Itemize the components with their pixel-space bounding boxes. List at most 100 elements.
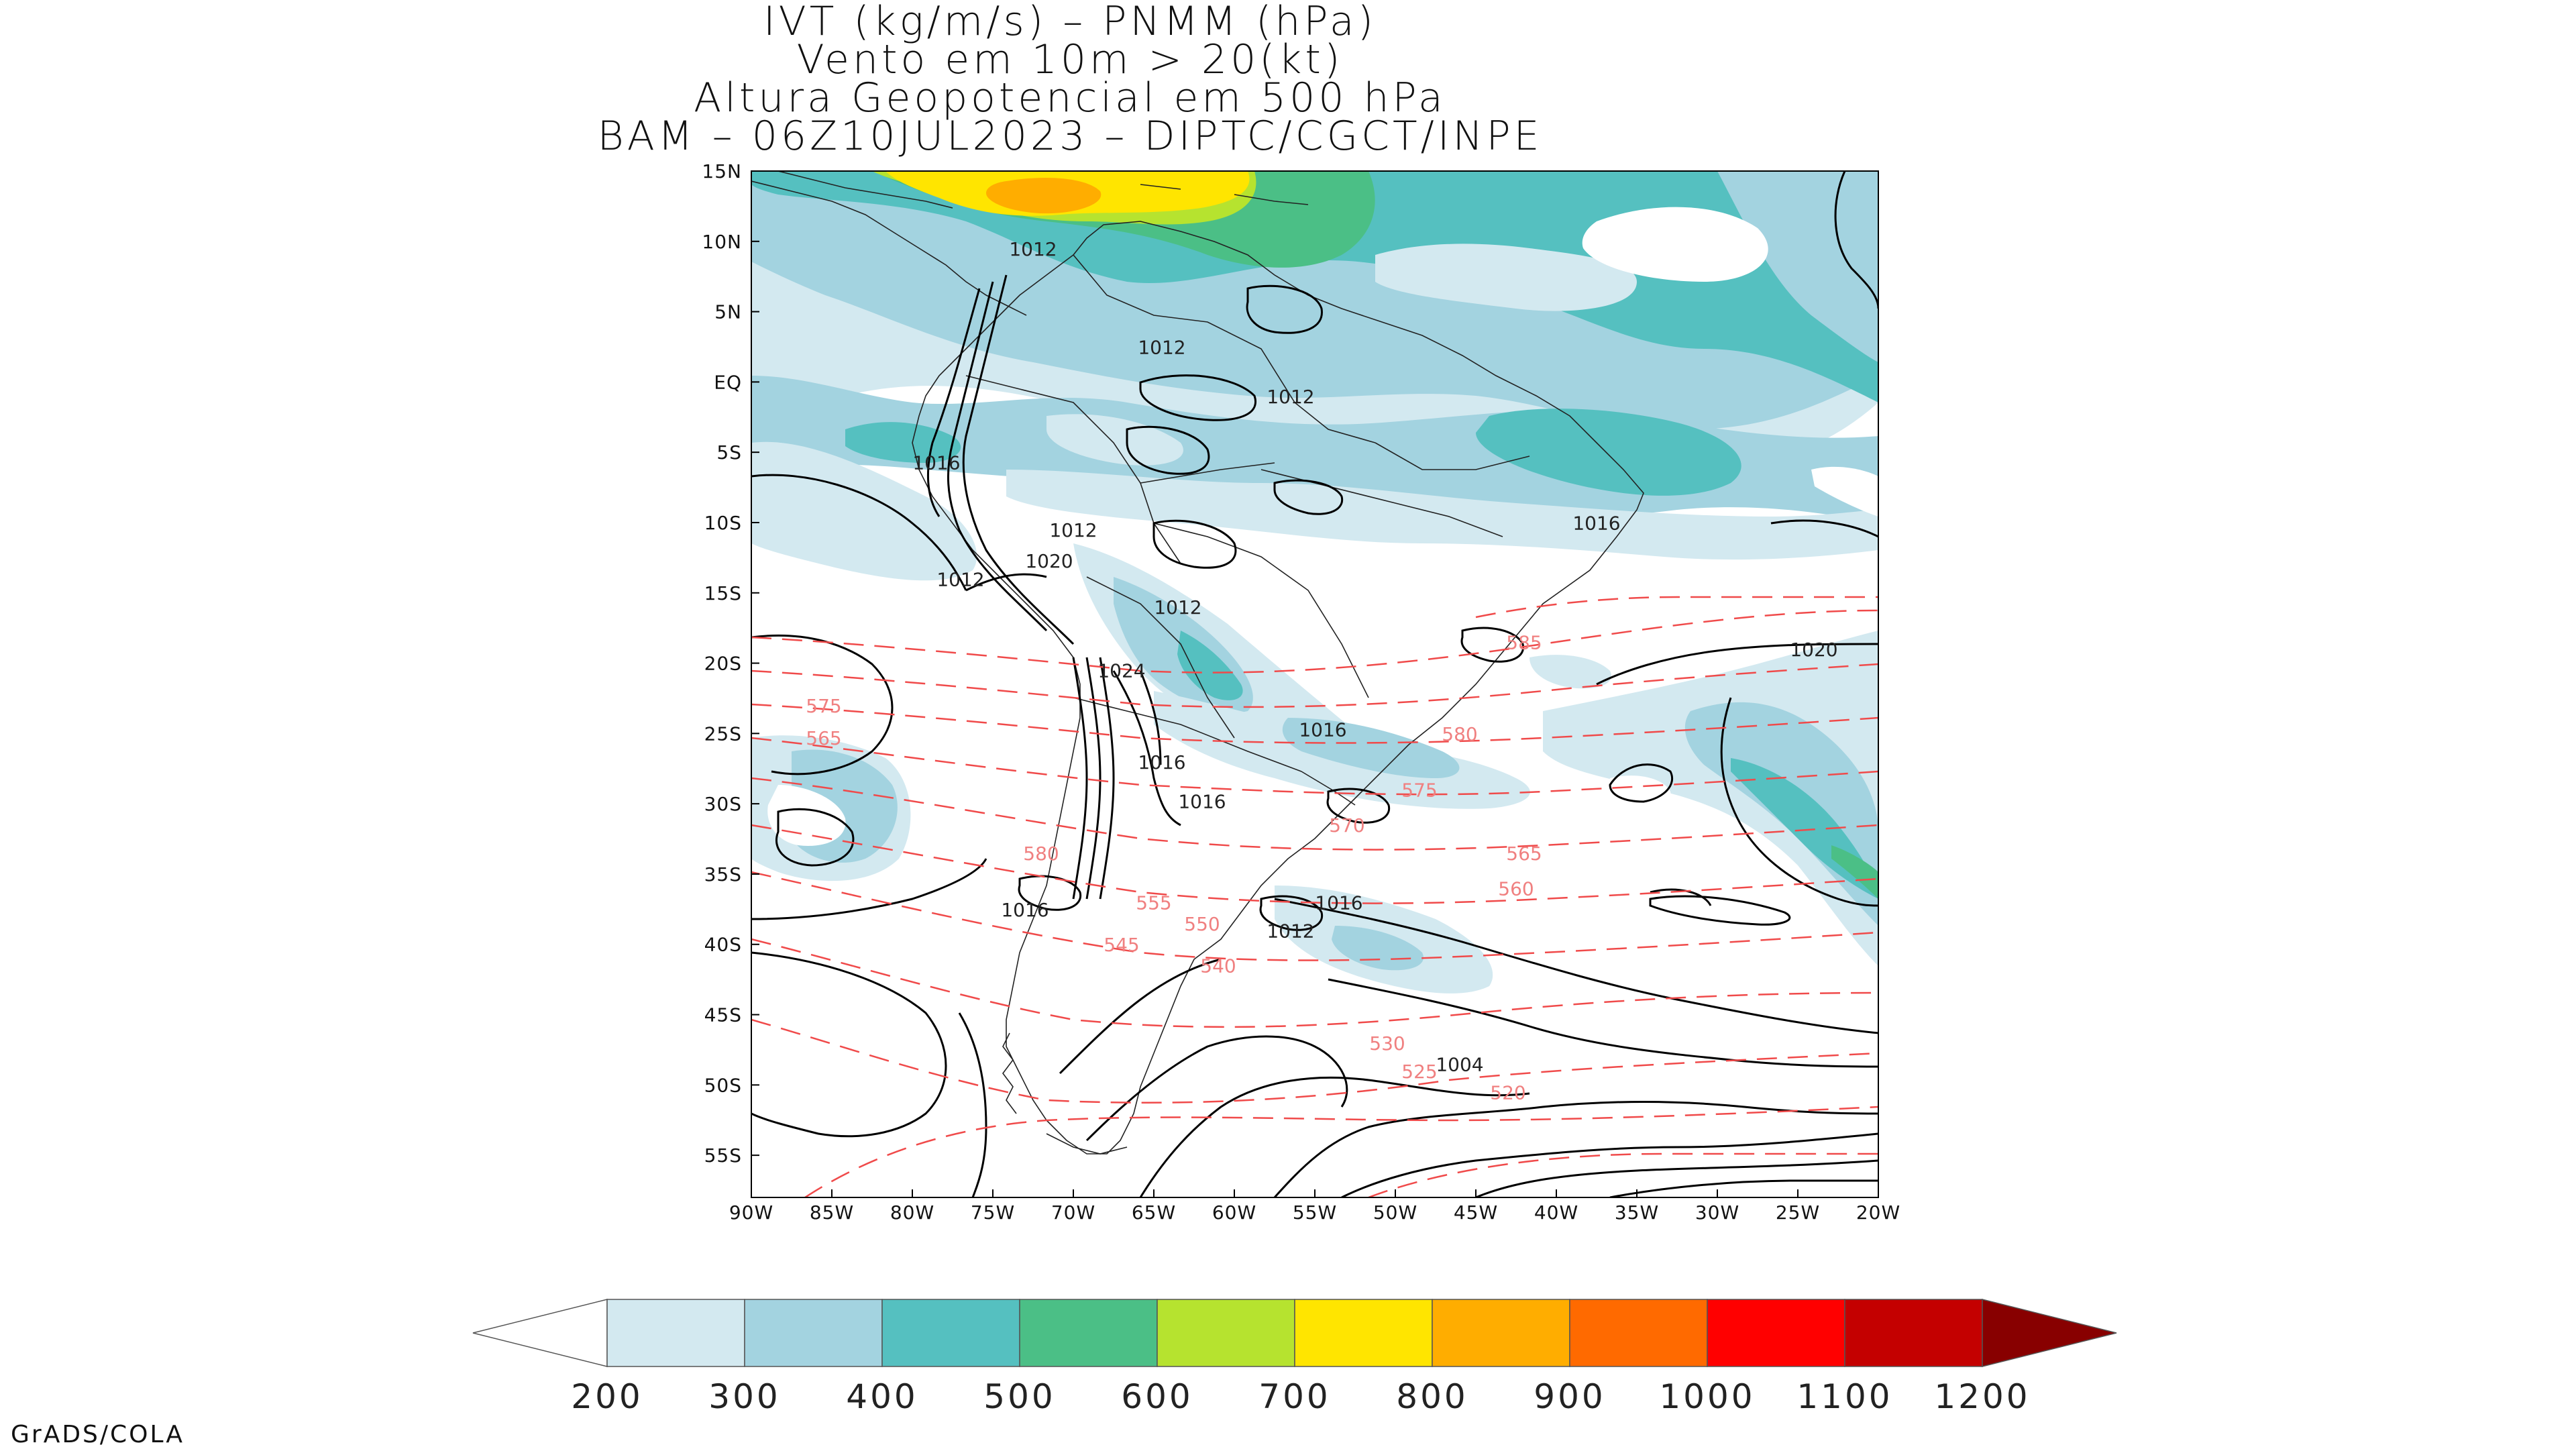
lat-tick-label: 25S bbox=[704, 722, 742, 745]
colorbar-box bbox=[1432, 1299, 1570, 1367]
lat-tick-label: 5N bbox=[714, 301, 742, 323]
pressure-contour-label: 1012 bbox=[1267, 386, 1314, 408]
height-contour-label: 585 bbox=[1506, 632, 1542, 654]
pressure-contour-label: 1004 bbox=[1436, 1053, 1483, 1075]
height-contour-label: 530 bbox=[1369, 1032, 1405, 1055]
lon-tick-label: 40W bbox=[1534, 1201, 1578, 1224]
colorbar-label: 1100 bbox=[1796, 1377, 1892, 1416]
lon-tick-label: 75W bbox=[971, 1201, 1015, 1224]
lon-tick-label: 70W bbox=[1051, 1201, 1095, 1224]
colorbar-box bbox=[1707, 1299, 1845, 1367]
lat-tick-label: 15S bbox=[704, 582, 742, 604]
chart-title: IVT (kg/m/s) – PNMM (hPa) Vento em 10m >… bbox=[0, 0, 2140, 160]
colorbar-box bbox=[1019, 1299, 1158, 1367]
lon-tick-label: 30W bbox=[1695, 1201, 1739, 1224]
grads-credit: GrADS/COLA bbox=[11, 1421, 185, 1448]
lat-tick-label: 20S bbox=[704, 653, 742, 675]
pressure-contour-label: 1012 bbox=[1154, 596, 1201, 619]
pressure-contour-label: 1024 bbox=[1097, 660, 1145, 682]
height-contour-label: 580 bbox=[1023, 843, 1059, 865]
lon-tick-label: 80W bbox=[890, 1201, 934, 1224]
colorbar-label: 500 bbox=[983, 1377, 1055, 1416]
lon-tick-label: 85W bbox=[810, 1201, 854, 1224]
colorbar-box bbox=[606, 1299, 745, 1367]
colorbar-under-triangle bbox=[472, 1299, 608, 1367]
pressure-contour-label: 1012 bbox=[1267, 920, 1314, 942]
colorbar-box bbox=[1569, 1299, 1708, 1367]
pressure-contour-label: 1016 bbox=[1001, 899, 1049, 921]
lat-tick-label: 5S bbox=[716, 441, 742, 464]
pressure-contour-label: 1012 bbox=[1138, 336, 1185, 358]
latitude-axis: 15N 10N 5N EQ 5S 10S 15S 20S 25S 30S 35S 40S 45S 50S 5… bbox=[702, 160, 759, 1167]
colorbar-label: 1200 bbox=[1934, 1377, 2030, 1416]
longitude-axis: 90W 85W 80W 75W 70W 65W 60W 55W 50W 45W 40W 35W 30W 2… bbox=[729, 1189, 1900, 1224]
height-contour-label: 550 bbox=[1184, 913, 1220, 935]
colorbar-over-triangle bbox=[1982, 1299, 2117, 1367]
ivt-colorbar: 200 300 400 500 600 700 800 900 1000 1100 1200 bbox=[472, 1299, 2117, 1416]
height-contour-label: 580 bbox=[1442, 723, 1477, 745]
colorbar-label: 700 bbox=[1258, 1377, 1330, 1416]
height-contour-label: 555 bbox=[1136, 892, 1171, 914]
height-contour-label: 575 bbox=[1401, 780, 1437, 802]
title-line-3: Altura Geopotencial em 500 hPa bbox=[694, 74, 1446, 121]
height-contour-label: 525 bbox=[1401, 1061, 1437, 1083]
pressure-contour-label: 1012 bbox=[1009, 238, 1057, 260]
pressure-contour-label: 1016 bbox=[1138, 751, 1185, 773]
colorbar-label: 900 bbox=[1534, 1377, 1605, 1416]
pressure-contour-label: 1016 bbox=[1299, 719, 1346, 741]
pressure-contour-label: 1020 bbox=[1025, 550, 1073, 572]
lon-tick-label: 25W bbox=[1776, 1201, 1820, 1224]
height-labels: 575 565 580 575 570 565 560 580 555 550 545 540 530 5… bbox=[806, 632, 1542, 1104]
lon-tick-label: 90W bbox=[729, 1201, 773, 1224]
lon-tick-label: 50W bbox=[1373, 1201, 1417, 1224]
colorbar-box bbox=[881, 1299, 1020, 1367]
height-contour-label: 545 bbox=[1104, 934, 1139, 956]
lat-tick-label: EQ bbox=[714, 371, 742, 393]
lat-tick-label: 50S bbox=[704, 1074, 742, 1096]
pressure-contour-label: 1016 bbox=[912, 451, 960, 474]
colorbar-label: 600 bbox=[1121, 1377, 1193, 1416]
colorbar-label: 200 bbox=[571, 1377, 643, 1416]
lat-tick-label: 10S bbox=[704, 512, 742, 534]
lon-tick-label: 60W bbox=[1212, 1201, 1256, 1224]
pressure-contour-label: 1012 bbox=[1049, 519, 1097, 541]
pressure-contours bbox=[751, 171, 1878, 1197]
lon-tick-label: 55W bbox=[1293, 1201, 1337, 1224]
height-contour-label: 560 bbox=[1498, 877, 1534, 900]
height-contour-label: 540 bbox=[1200, 955, 1236, 977]
lon-tick-label: 35W bbox=[1615, 1201, 1659, 1224]
lat-tick-label: 55S bbox=[704, 1144, 742, 1167]
colorbar-box bbox=[744, 1299, 883, 1367]
height-contour-label: 575 bbox=[806, 695, 841, 717]
geopotential-contours bbox=[751, 596, 1878, 1197]
colorbar-label: 800 bbox=[1396, 1377, 1468, 1416]
title-line-1: IVT (kg/m/s) – PNMM (hPa) bbox=[763, 0, 1377, 45]
colorbar-box bbox=[1294, 1299, 1433, 1367]
lat-tick-label: 10N bbox=[702, 231, 742, 253]
colorbar-label: 300 bbox=[708, 1377, 780, 1416]
lat-tick-label: 30S bbox=[704, 793, 742, 815]
pressure-contour-label: 1020 bbox=[1790, 639, 1837, 661]
pressure-contour-label: 1016 bbox=[1178, 790, 1226, 812]
height-contour-label: 570 bbox=[1329, 814, 1364, 837]
pressure-contour-label: 1012 bbox=[936, 568, 984, 590]
lat-tick-label: 15N bbox=[702, 160, 742, 182]
title-line-4: BAM – 06Z10JUL2023 – DIPTC/CGCT/INPE bbox=[597, 113, 1543, 160]
colorbar-label: 400 bbox=[846, 1377, 918, 1416]
lon-tick-label: 65W bbox=[1132, 1201, 1176, 1224]
title-line-2: Vento em 10m > 20(kt) bbox=[796, 36, 1344, 83]
lon-tick-label: 20W bbox=[1856, 1201, 1900, 1224]
height-contour-label: 565 bbox=[806, 727, 841, 749]
pressure-contour-label: 1016 bbox=[1572, 512, 1620, 534]
colorbar-box bbox=[1157, 1299, 1295, 1367]
colorbar-box bbox=[1844, 1299, 1983, 1367]
colorbar-label: 1000 bbox=[1659, 1377, 1755, 1416]
lon-tick-label: 45W bbox=[1454, 1201, 1498, 1224]
pressure-labels: 1012101210121016101210201012101210241016… bbox=[912, 238, 1837, 1076]
pressure-contour-label: 1016 bbox=[1315, 892, 1362, 914]
lat-tick-label: 35S bbox=[704, 863, 742, 885]
height-contour-label: 520 bbox=[1490, 1081, 1525, 1104]
lat-tick-label: 40S bbox=[704, 934, 742, 956]
lat-tick-label: 45S bbox=[704, 1004, 742, 1026]
